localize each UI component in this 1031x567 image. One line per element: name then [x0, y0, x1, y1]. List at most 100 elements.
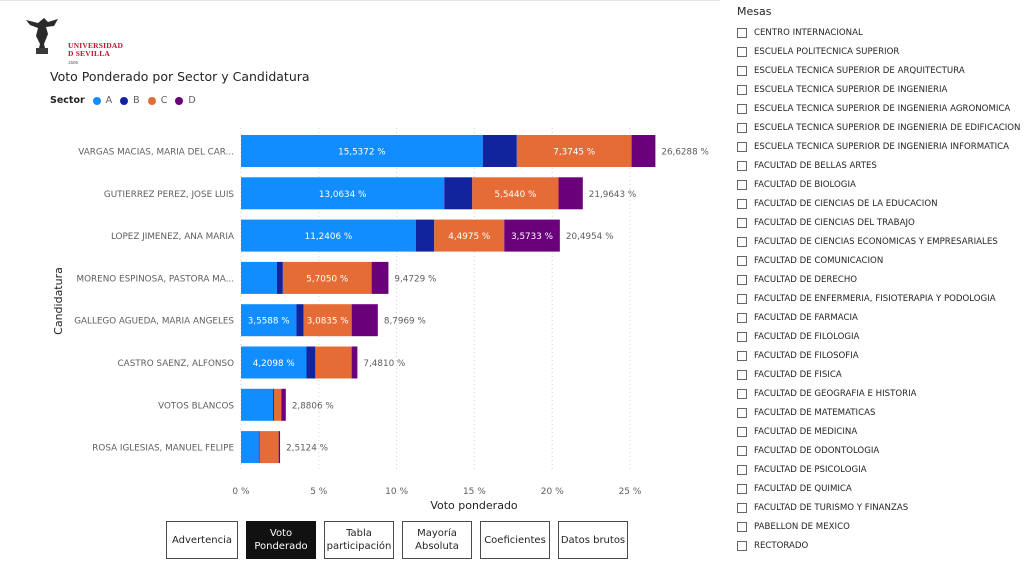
slicer-item[interactable]: FACULTAD DE BIOLOGIA	[737, 175, 1031, 194]
slicer-item[interactable]: FACULTAD DE FISICA	[737, 365, 1031, 384]
x-tick-label: 20 %	[541, 487, 564, 497]
legend-label-d[interactable]: D	[188, 95, 196, 106]
slicer-item[interactable]: FACULTAD DE FILOLOGIA	[737, 327, 1031, 346]
slicer-item[interactable]: FACULTAD DE QUIMICA	[737, 479, 1031, 498]
slicer-item[interactable]: ESCUELA TECNICA SUPERIOR DE INGENIERIA D…	[737, 118, 1031, 137]
top-divider	[0, 0, 720, 1]
slicer-item[interactable]: FACULTAD DE ODONTOLOGIA	[737, 441, 1031, 460]
checkbox[interactable]	[737, 350, 747, 361]
data-label: 5,5440 %	[494, 190, 536, 200]
checkbox[interactable]	[737, 331, 747, 342]
slicer-item-label: FACULTAD DE PSICOLOGIA	[754, 464, 867, 475]
data-label: 13,0634 %	[319, 190, 367, 200]
advertencia-button[interactable]: Advertencia	[166, 521, 238, 559]
checkbox[interactable]	[737, 46, 747, 57]
tabla-participacion-button[interactable]: Tabla participación	[324, 521, 394, 559]
chart-title: Voto Ponderado por Sector y Candidatura	[50, 69, 310, 84]
voto-ponderado-button[interactable]: Voto Ponderado	[246, 521, 316, 559]
slicer-title: Mesas	[737, 5, 772, 18]
checkbox[interactable]	[737, 217, 747, 228]
bar-segment-b	[415, 219, 435, 252]
slicer-item[interactable]: CENTRO INTERNACIONAL	[737, 23, 1031, 42]
total-label: 26,6288 %	[661, 148, 709, 158]
y-axis-title: Candidatura	[52, 267, 65, 335]
legend-label-b[interactable]: B	[133, 95, 140, 106]
checkbox[interactable]	[737, 84, 747, 95]
legend-label-a[interactable]: A	[105, 95, 113, 106]
slicer-item[interactable]: FACULTAD DE TURISMO Y FINANZAS	[737, 498, 1031, 517]
checkbox[interactable]	[737, 27, 747, 38]
checkbox[interactable]	[737, 293, 747, 304]
slicer-item[interactable]: ESCUELA TECNICA SUPERIOR DE INGENIERIA	[737, 80, 1031, 99]
slicer-item-label: ESCUELA POLITECNICA SUPERIOR	[754, 46, 900, 57]
slicer-item[interactable]: FACULTAD DE CIENCIAS DE LA EDUCACION	[737, 194, 1031, 213]
mayoria-absoluta-button[interactable]: Mayoría Absoluta	[402, 521, 472, 559]
slicer-item[interactable]: ESCUELA TECNICA SUPERIOR DE INGENIERIA I…	[737, 137, 1031, 156]
checkbox[interactable]	[737, 255, 747, 266]
slicer-item[interactable]: FACULTAD DE FILOSOFIA	[737, 346, 1031, 365]
coeficientes-button[interactable]: Coeficientes	[480, 521, 550, 559]
logo-line1: UNIVERSIDAD	[68, 41, 124, 50]
checkbox[interactable]	[737, 65, 747, 76]
datos-brutos-button[interactable]: Datos brutos	[558, 521, 628, 559]
x-tick-label: 0 %	[232, 487, 250, 497]
total-label: 21,9643 %	[589, 190, 637, 200]
checkbox[interactable]	[737, 160, 747, 171]
stacked-bar-chart: 0 % 5 % 10 % 15 % 20 % 25 % Voto ponderado Cand…	[52, 128, 709, 512]
slicer-item[interactable]: FACULTAD DE MATEMATICAS	[737, 403, 1031, 422]
slicer-item[interactable]: FACULTAD DE COMUNICACION	[737, 251, 1031, 270]
checkbox[interactable]	[737, 464, 747, 475]
checkbox[interactable]	[737, 312, 747, 323]
checkbox[interactable]	[737, 483, 747, 494]
checkbox[interactable]	[737, 407, 747, 418]
total-label: 9,4729 %	[394, 274, 436, 284]
bar-segment-b	[444, 177, 473, 210]
slicer-item[interactable]: FACULTAD DE ENFERMERIA, FISIOTERAPIA Y P…	[737, 289, 1031, 308]
category-label: ROSA IGLESIAS, MANUEL FELIPE	[92, 444, 234, 454]
slicer-item-label: FACULTAD DE FILOLOGIA	[754, 331, 860, 342]
checkbox[interactable]	[737, 426, 747, 437]
bar-segment-d	[504, 219, 560, 252]
legend-dot-d	[175, 96, 184, 105]
checkbox[interactable]	[737, 274, 747, 285]
category-label: GUTIERREZ PEREZ, JOSE LUIS	[104, 190, 234, 200]
bar-segment-b	[273, 388, 274, 421]
checkbox[interactable]	[737, 540, 747, 551]
checkbox[interactable]	[737, 445, 747, 456]
slicer-item[interactable]: FACULTAD DE CIENCIAS DEL TRABAJO	[737, 213, 1031, 232]
bar-segment-c	[282, 261, 372, 294]
x-tick-label: 5 %	[310, 487, 328, 497]
slicer-item[interactable]: FACULTAD DE CIENCIAS ECONOMICAS Y EMPRES…	[737, 232, 1031, 251]
slicer-item[interactable]: FACULTAD DE FARMACIA	[737, 308, 1031, 327]
bar-segment-d	[351, 346, 358, 379]
checkbox[interactable]	[737, 122, 747, 133]
bar-segment-a	[241, 261, 277, 294]
slicer-item[interactable]: ESCUELA POLITECNICA SUPERIOR	[737, 42, 1031, 61]
slicer-item[interactable]: RECTORADO	[737, 536, 1031, 555]
slicer-item[interactable]: FACULTAD DE GEOGRAFIA E HISTORIA	[737, 384, 1031, 403]
slicer-item-label: FACULTAD DE CIENCIAS DE LA EDUCACION	[754, 198, 938, 209]
slicer-item[interactable]: ESCUELA TECNICA SUPERIOR DE INGENIERIA A…	[737, 99, 1031, 118]
bar-segment-b	[276, 261, 283, 294]
checkbox[interactable]	[737, 236, 747, 247]
checkbox[interactable]	[737, 141, 747, 152]
logo-text: UNIVERSIDAD D SEVILLA	[68, 42, 123, 58]
bar-segment-c	[434, 219, 505, 252]
slicer-item-label: FACULTAD DE TURISMO Y FINANZAS	[754, 502, 909, 513]
legend-label-c[interactable]: C	[160, 95, 168, 106]
checkbox[interactable]	[737, 388, 747, 399]
slicer-item[interactable]: PABELLON DE MEXICO	[737, 517, 1031, 536]
slicer-item[interactable]: FACULTAD DE MEDICINA	[737, 422, 1031, 441]
checkbox[interactable]	[737, 179, 747, 190]
slicer-item[interactable]: ESCUELA TECNICA SUPERIOR DE ARQUITECTURA	[737, 61, 1031, 80]
checkbox[interactable]	[737, 521, 747, 532]
checkbox[interactable]	[737, 198, 747, 209]
checkbox[interactable]	[737, 103, 747, 114]
checkbox[interactable]	[737, 502, 747, 513]
checkbox[interactable]	[737, 369, 747, 380]
slicer-item[interactable]: FACULTAD DE BELLAS ARTES	[737, 156, 1031, 175]
bar-segment-d	[371, 261, 389, 294]
slicer-item[interactable]: FACULTAD DE DERECHO	[737, 270, 1031, 289]
slicer-item[interactable]: FACULTAD DE PSICOLOGIA	[737, 460, 1031, 479]
data-label: 3,0835 %	[307, 317, 349, 327]
